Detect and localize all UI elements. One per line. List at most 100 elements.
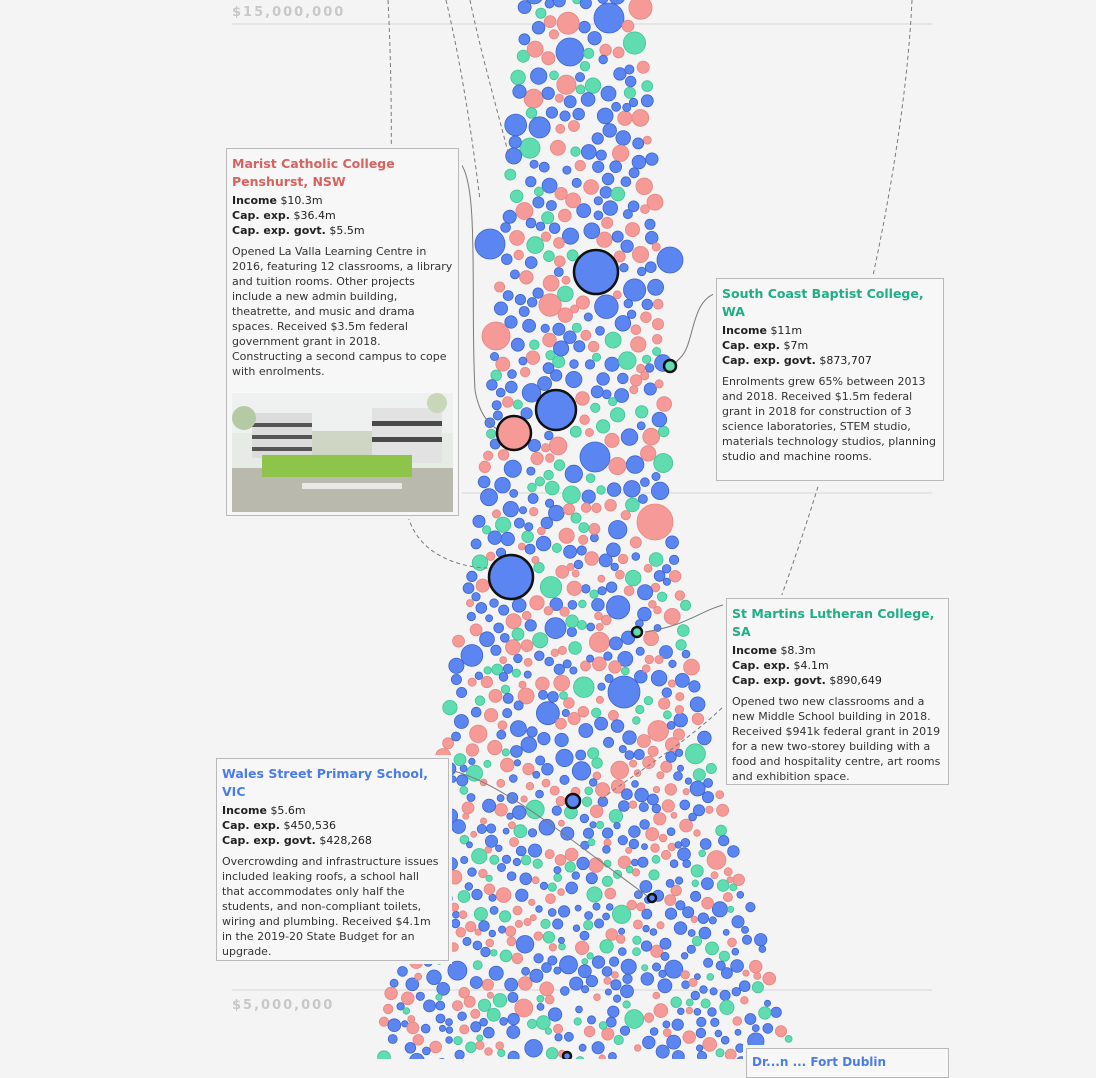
bubble (548, 436, 568, 456)
bubble (481, 321, 511, 351)
bubble (611, 971, 619, 979)
capexp-label: Cap. exp. (722, 339, 780, 352)
bubble (497, 720, 508, 731)
bubble (645, 152, 659, 166)
bubble (667, 842, 676, 852)
bubble (547, 882, 557, 892)
bubble (637, 584, 654, 601)
bubble (525, 107, 538, 119)
bubble (563, 697, 575, 709)
bubble (641, 843, 648, 850)
bubble (566, 249, 579, 262)
bubble (625, 222, 641, 238)
bubble (573, 1017, 582, 1026)
bubble (628, 800, 638, 809)
bubble (533, 931, 544, 941)
bubble (651, 803, 662, 814)
bubble (538, 293, 562, 317)
bubble (667, 679, 676, 688)
bubble (604, 887, 617, 900)
bubble (532, 287, 544, 299)
bubble (525, 782, 535, 791)
bubble (474, 928, 482, 936)
bubble (480, 488, 498, 507)
bubble (507, 369, 517, 379)
bubble (528, 116, 551, 139)
bubble (617, 110, 633, 126)
bubble (593, 210, 604, 221)
bubble (682, 788, 690, 796)
bubble (565, 370, 583, 388)
bubble (483, 666, 492, 675)
bubble (534, 650, 545, 662)
bubble (677, 764, 685, 772)
bubble (576, 203, 592, 219)
bubble (462, 582, 475, 594)
bubble (488, 929, 496, 938)
bubble (617, 553, 629, 565)
bubble (614, 388, 629, 403)
bubble (690, 915, 698, 924)
bubble (491, 400, 502, 411)
bubble (505, 613, 522, 630)
bubble (514, 998, 534, 1018)
bubble (563, 544, 577, 559)
bubble (553, 674, 570, 692)
bubble (598, 1021, 608, 1030)
bubble (634, 670, 648, 684)
bubble (758, 945, 767, 953)
bubble (628, 167, 640, 179)
bubble (557, 888, 565, 896)
bubble (547, 1007, 563, 1022)
bubble (578, 723, 594, 738)
bubble (549, 70, 559, 81)
bubble (457, 890, 471, 903)
bubble (526, 726, 538, 738)
bubble (784, 1035, 793, 1043)
connector-southcoast (669, 292, 718, 367)
bubble (631, 552, 641, 561)
bubble (624, 64, 635, 75)
bubble (556, 11, 580, 35)
bubble (601, 389, 612, 400)
bubble (465, 921, 477, 933)
bubble (500, 757, 515, 773)
bubble (530, 451, 544, 465)
bubble (638, 802, 649, 813)
bubble (569, 976, 584, 991)
bubble (554, 1033, 563, 1042)
bubble (638, 494, 648, 504)
bubble (469, 724, 488, 743)
bubble (524, 256, 538, 269)
bubble (517, 542, 526, 551)
bubble (608, 1052, 617, 1059)
callout-title: Dr...n ... Fort Dublin (752, 1055, 887, 1069)
govt-label: Cap. exp. govt. (222, 834, 316, 847)
bubble (705, 805, 714, 814)
bubble (673, 921, 688, 935)
bubble (505, 925, 517, 937)
bubble (541, 778, 551, 788)
bubble (554, 732, 569, 748)
bubble (637, 266, 647, 277)
bubble (635, 177, 653, 196)
bubble (611, 230, 624, 243)
bubble (701, 877, 714, 890)
bubble (754, 933, 768, 947)
bubble (626, 309, 637, 320)
bubble (603, 976, 612, 985)
bubble (448, 657, 465, 674)
bubble (510, 745, 523, 758)
bubble (528, 898, 536, 906)
bubble (518, 356, 528, 366)
bubble (575, 391, 590, 406)
bubble (512, 805, 527, 820)
bubble (523, 670, 532, 679)
bubble (566, 580, 582, 596)
callout-description: Overcrowding and infrastructure issues i… (222, 855, 439, 958)
bubble (636, 60, 650, 74)
bubble (539, 576, 563, 599)
bubble (396, 1002, 405, 1011)
bubble (590, 402, 601, 413)
bubble (694, 973, 701, 980)
